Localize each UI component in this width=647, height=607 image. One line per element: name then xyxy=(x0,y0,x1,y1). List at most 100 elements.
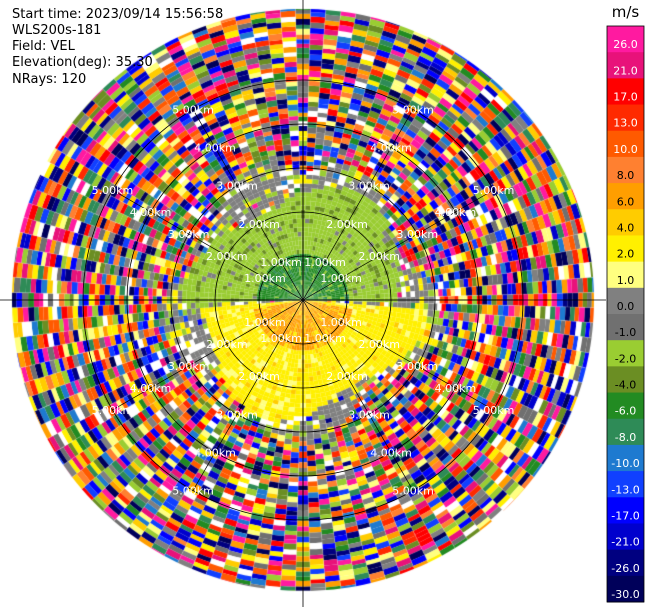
range-label-1-az120: 1.00km xyxy=(320,316,362,329)
colorbar-tick-label: -2.0 xyxy=(615,352,636,365)
range-label-1-az300: 1.00km xyxy=(244,272,286,285)
range-label-1-az210: 1.00km xyxy=(260,332,302,345)
range-label-2-az210: 2.00km xyxy=(238,370,280,383)
range-label-3-az30: 3.00km xyxy=(348,180,390,193)
colorbar-swatch xyxy=(607,314,644,341)
colorbar-tick-label: 1.0 xyxy=(617,274,635,287)
range-label-5-az210: 5.00km xyxy=(172,485,214,498)
instrument-text: WLS200s-181 xyxy=(12,23,102,38)
colorbar-tick-label: -30.0 xyxy=(611,588,639,601)
colorbar-tick-label: -17.0 xyxy=(611,509,639,522)
colorbar-tick-label: -4.0 xyxy=(615,379,636,392)
range-label-3-az300: 3.00km xyxy=(168,228,210,241)
colorbar-swatch xyxy=(607,549,644,577)
colorbar-unit: m/s xyxy=(612,3,640,21)
colorbar-swatch xyxy=(607,52,644,79)
azimuth-spoke-300 xyxy=(112,189,304,301)
range-label-4-az300: 4.00km xyxy=(130,206,172,219)
range-label-2-az150: 2.00km xyxy=(326,370,368,383)
range-label-5-az150: 5.00km xyxy=(392,485,434,498)
colorbar-tick-label: 21.0 xyxy=(613,64,638,77)
range-label-2-az330: 2.00km xyxy=(238,218,280,231)
start-time-text: Start time: 2023/09/14 15:56:58 xyxy=(12,7,224,22)
azimuth-spoke-60 xyxy=(302,189,494,301)
range-label-3-az210: 3.00km xyxy=(216,408,258,421)
colorbar-tick-label: -6.0 xyxy=(615,405,636,418)
colorbar-tick-label: 4.0 xyxy=(617,221,635,234)
colorbar-swatch xyxy=(607,261,644,289)
azimuth-spoke-240 xyxy=(112,299,304,411)
range-label-5-az30: 5.00km xyxy=(392,103,434,116)
range-label-3-az150: 3.00km xyxy=(348,408,390,421)
range-label-4-az240: 4.00km xyxy=(130,382,172,395)
colorbar-tick-label: -13.0 xyxy=(611,483,639,496)
range-label-5-az300: 5.00km xyxy=(92,184,134,197)
colorbar-swatch xyxy=(607,471,644,498)
azimuth-spoke-210 xyxy=(192,299,304,491)
range-label-1-az240: 1.00km xyxy=(244,316,286,329)
range-label-3-az330: 3.00km xyxy=(216,180,258,193)
elevation-text: Elevation(deg): 35.30 xyxy=(12,55,153,70)
range-label-5-az240: 5.00km xyxy=(92,404,134,417)
colorbar-tick-label: 8.0 xyxy=(617,169,635,182)
colorbar-swatch xyxy=(607,209,644,236)
colorbar-swatch xyxy=(607,575,644,603)
nrays-text: NRays: 120 xyxy=(12,72,87,87)
colorbar-swatch xyxy=(607,156,644,184)
colorbar-swatch xyxy=(607,366,644,394)
azimuth-spoke-330 xyxy=(192,109,304,301)
range-label-1-az330: 1.00km xyxy=(260,256,302,269)
range-label-3-az60: 3.00km xyxy=(397,228,439,241)
colorbar-swatch xyxy=(607,235,644,263)
colorbar-tick-label: -21.0 xyxy=(611,536,639,549)
colorbar-swatch xyxy=(607,444,644,472)
range-label-1-az30: 1.00km xyxy=(304,256,346,269)
range-label-5-az60: 5.00km xyxy=(473,184,515,197)
range-label-3-az240: 3.00km xyxy=(168,360,210,373)
azimuth-spoke-120 xyxy=(302,299,494,411)
colorbar-tick-label: -8.0 xyxy=(615,431,636,444)
range-label-4-az150: 4.00km xyxy=(370,446,412,459)
range-label-2-az60: 2.00km xyxy=(358,250,400,263)
colorbar-tick-label: 6.0 xyxy=(617,195,635,208)
colorbar-tick-label: 0.0 xyxy=(617,300,635,313)
range-label-2-az300: 2.00km xyxy=(206,250,248,263)
colorbar-tick-label: -26.0 xyxy=(611,562,639,575)
colorbar-swatch xyxy=(607,104,644,132)
colorbar-swatch xyxy=(607,497,644,524)
colorbar-swatch xyxy=(607,183,644,210)
colorbar-swatch xyxy=(607,26,644,53)
azimuth-spoke-30 xyxy=(302,109,414,301)
range-label-4-az120: 4.00km xyxy=(435,382,477,395)
colorbar-swatch xyxy=(607,130,644,158)
range-label-5-az330: 5.00km xyxy=(172,103,214,116)
range-label-2-az30: 2.00km xyxy=(326,218,368,231)
colorbar-tick-label: 2.0 xyxy=(617,248,635,261)
range-label-4-az210: 4.00km xyxy=(194,446,236,459)
colorbar-tick-label: 26.0 xyxy=(613,38,638,51)
range-label-4-az330: 4.00km xyxy=(194,142,236,155)
colorbar-tick-label: 13.0 xyxy=(613,117,638,130)
colorbar-tick-label: 17.0 xyxy=(613,91,638,104)
colorbar-swatch xyxy=(607,392,644,420)
colorbar: m/s 26.0 21.0 17.0 13.0 10.0 8.0 6.0 4.0 2.0 1.0 0.… xyxy=(606,3,645,603)
range-label-4-az30: 4.00km xyxy=(370,142,412,155)
colorbar-tick-label: 10.0 xyxy=(613,143,638,156)
range-label-2-az120: 2.00km xyxy=(358,338,400,351)
colorbar-tick-label: -10.0 xyxy=(611,457,639,470)
colorbar-tick-label: -1.0 xyxy=(615,326,636,339)
range-label-5-az120: 5.00km xyxy=(473,404,515,417)
colorbar-swatch xyxy=(607,418,644,446)
range-label-3-az120: 3.00km xyxy=(397,360,439,373)
field-text: Field: VEL xyxy=(12,39,75,54)
range-label-2-az240: 2.00km xyxy=(206,338,248,351)
colorbar-swatch xyxy=(607,340,644,367)
colorbar-swatch xyxy=(607,78,644,106)
azimuth-spokes xyxy=(0,0,606,607)
colorbar-swatch xyxy=(607,287,644,315)
azimuth-spoke-150 xyxy=(302,299,414,491)
colorbar-border xyxy=(606,25,645,603)
range-ring-labels: 1.00km1.00km1.00km1.00km1.00km1.00km1.00… xyxy=(92,103,515,497)
